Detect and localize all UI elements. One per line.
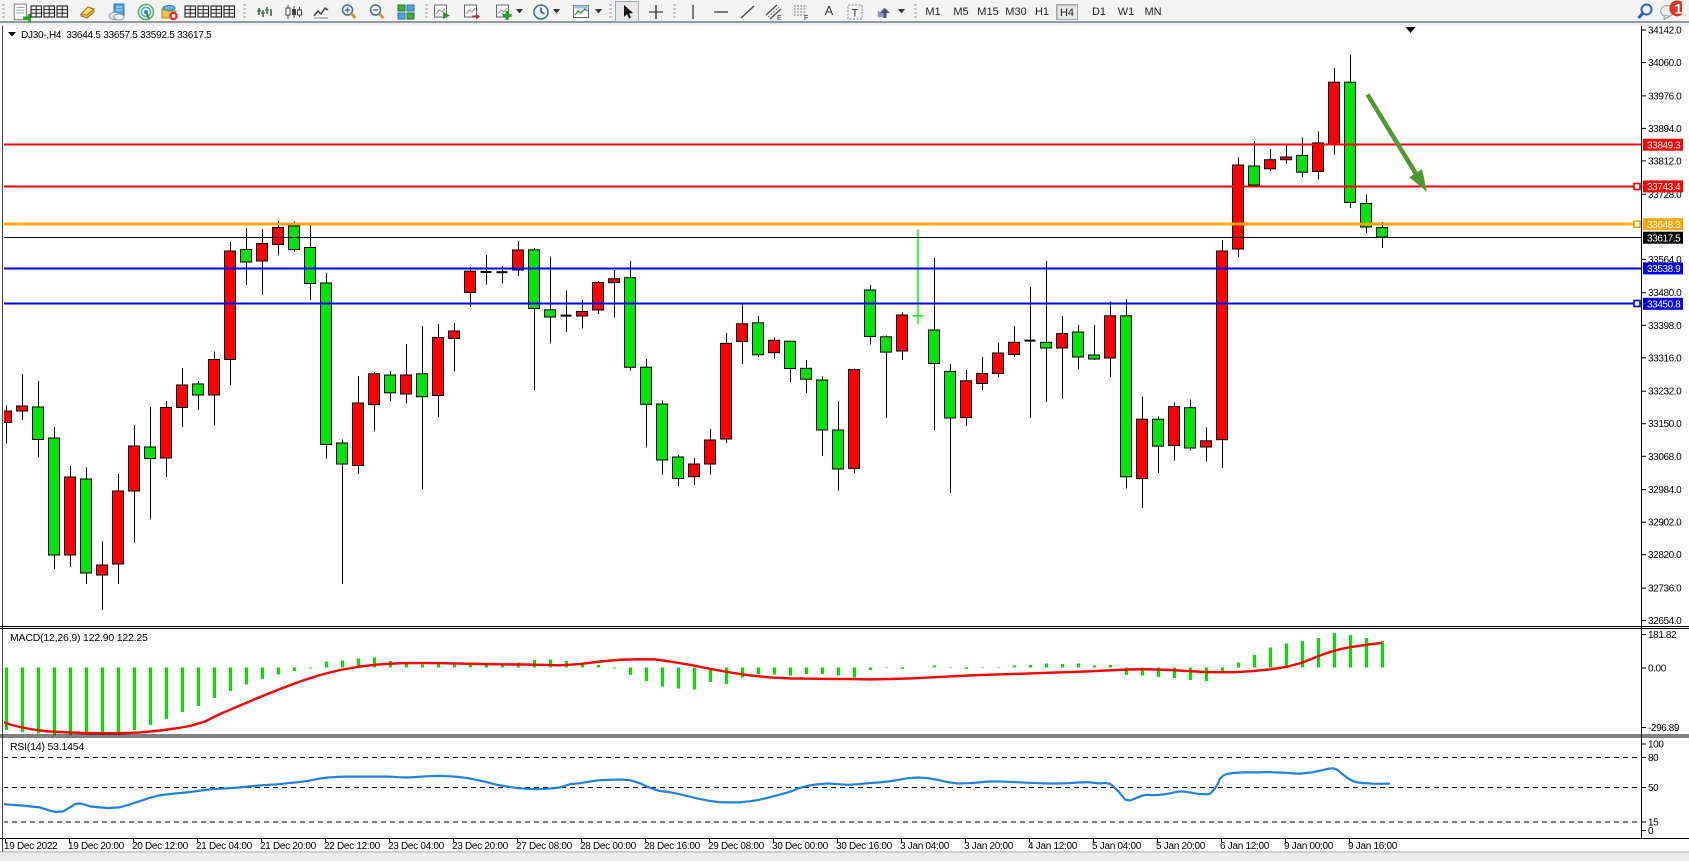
svg-text:33232.0: 33232.0 (1648, 387, 1682, 398)
svg-text:33398.0: 33398.0 (1648, 321, 1682, 332)
svg-text:MACD(12,26,9) 122.90 122.25: MACD(12,26,9) 122.90 122.25 (10, 632, 148, 644)
svg-text:50: 50 (1648, 783, 1659, 794)
svg-text:27 Dec 08:00: 27 Dec 08:00 (516, 841, 573, 852)
svg-text:F: F (804, 15, 808, 21)
svg-text:19 Dec 20:00: 19 Dec 20:00 (68, 841, 125, 852)
svg-text:21 Dec 04:00: 21 Dec 04:00 (196, 841, 253, 852)
svg-text:32984.0: 32984.0 (1648, 485, 1682, 496)
svg-text:5 Jan 20:00: 5 Jan 20:00 (1156, 841, 1206, 852)
svg-text:20 Dec 12:00: 20 Dec 12:00 (132, 841, 189, 852)
svg-text:T: T (852, 8, 859, 20)
svg-text:6 Jan 12:00: 6 Jan 12:00 (1220, 841, 1270, 852)
svg-text:28 Dec 00:00: 28 Dec 00:00 (580, 841, 637, 852)
svg-text:32736.0: 32736.0 (1648, 584, 1682, 595)
svg-text:32654.0: 32654.0 (1648, 616, 1682, 627)
svg-text:9 Jan 16:00: 9 Jan 16:00 (1348, 841, 1398, 852)
svg-text:32902.0: 32902.0 (1648, 518, 1682, 529)
svg-text:29 Dec 08:00: 29 Dec 08:00 (708, 841, 765, 852)
svg-text:33812.0: 33812.0 (1648, 156, 1682, 167)
svg-text:33849.3: 33849.3 (1647, 141, 1681, 152)
svg-text:181.82: 181.82 (1648, 630, 1677, 641)
svg-text:28 Dec 16:00: 28 Dec 16:00 (644, 841, 701, 852)
svg-text:32820.0: 32820.0 (1648, 550, 1682, 561)
svg-text:5 Jan 04:00: 5 Jan 04:00 (1092, 841, 1142, 852)
svg-text:33648.3: 33648.3 (1647, 220, 1681, 231)
svg-text:33538.9: 33538.9 (1647, 264, 1681, 275)
svg-text:33068.0: 33068.0 (1648, 452, 1682, 463)
svg-text:33480.0: 33480.0 (1648, 288, 1682, 299)
svg-text:34142.0: 34142.0 (1648, 26, 1682, 37)
svg-text:33617.5: 33617.5 (1647, 234, 1681, 245)
svg-text:RSI(14) 53.1454: RSI(14) 53.1454 (10, 741, 84, 753)
svg-text:33743.4: 33743.4 (1647, 182, 1681, 193)
svg-text:33728.0: 33728.0 (1648, 190, 1682, 201)
svg-text:9 Jan 00:00: 9 Jan 00:00 (1284, 841, 1334, 852)
svg-text:33564.0: 33564.0 (1648, 255, 1682, 266)
svg-text:DJ30-,H4 33644.5 33657.5 3359: DJ30-,H4 33644.5 33657.5 33592.5 33617.5 (21, 30, 212, 41)
svg-text:19 Dec 2022: 19 Dec 2022 (4, 841, 58, 852)
svg-text:30 Dec 16:00: 30 Dec 16:00 (836, 841, 893, 852)
svg-text:0.00: 0.00 (1648, 664, 1667, 675)
svg-text:33150.0: 33150.0 (1648, 419, 1682, 430)
svg-text:3 Jan 20:00: 3 Jan 20:00 (964, 841, 1014, 852)
svg-text:80: 80 (1648, 753, 1659, 764)
svg-text:23 Dec 20:00: 23 Dec 20:00 (452, 841, 509, 852)
svg-text:21 Dec 20:00: 21 Dec 20:00 (260, 841, 317, 852)
svg-text:100: 100 (1648, 740, 1664, 751)
svg-text:34060.0: 34060.0 (1648, 58, 1682, 69)
svg-text:3 Jan 04:00: 3 Jan 04:00 (900, 841, 950, 852)
svg-text:15: 15 (1648, 818, 1659, 829)
svg-text:30 Dec 00:00: 30 Dec 00:00 (772, 841, 829, 852)
svg-text:33316.0: 33316.0 (1648, 353, 1682, 364)
svg-text:22 Dec 12:00: 22 Dec 12:00 (324, 841, 381, 852)
svg-text:E: E (777, 15, 782, 21)
svg-text:0: 0 (1648, 826, 1654, 837)
svg-text:33894.0: 33894.0 (1648, 124, 1682, 135)
svg-text:1: 1 (1675, 0, 1683, 16)
svg-text:4 Jan 12:00: 4 Jan 12:00 (1028, 841, 1078, 852)
svg-text:-296.89: -296.89 (1648, 723, 1680, 734)
svg-text:33450.8: 33450.8 (1647, 300, 1681, 311)
svg-text:23 Dec 04:00: 23 Dec 04:00 (388, 841, 445, 852)
svg-text:33976.0: 33976.0 (1648, 91, 1682, 102)
